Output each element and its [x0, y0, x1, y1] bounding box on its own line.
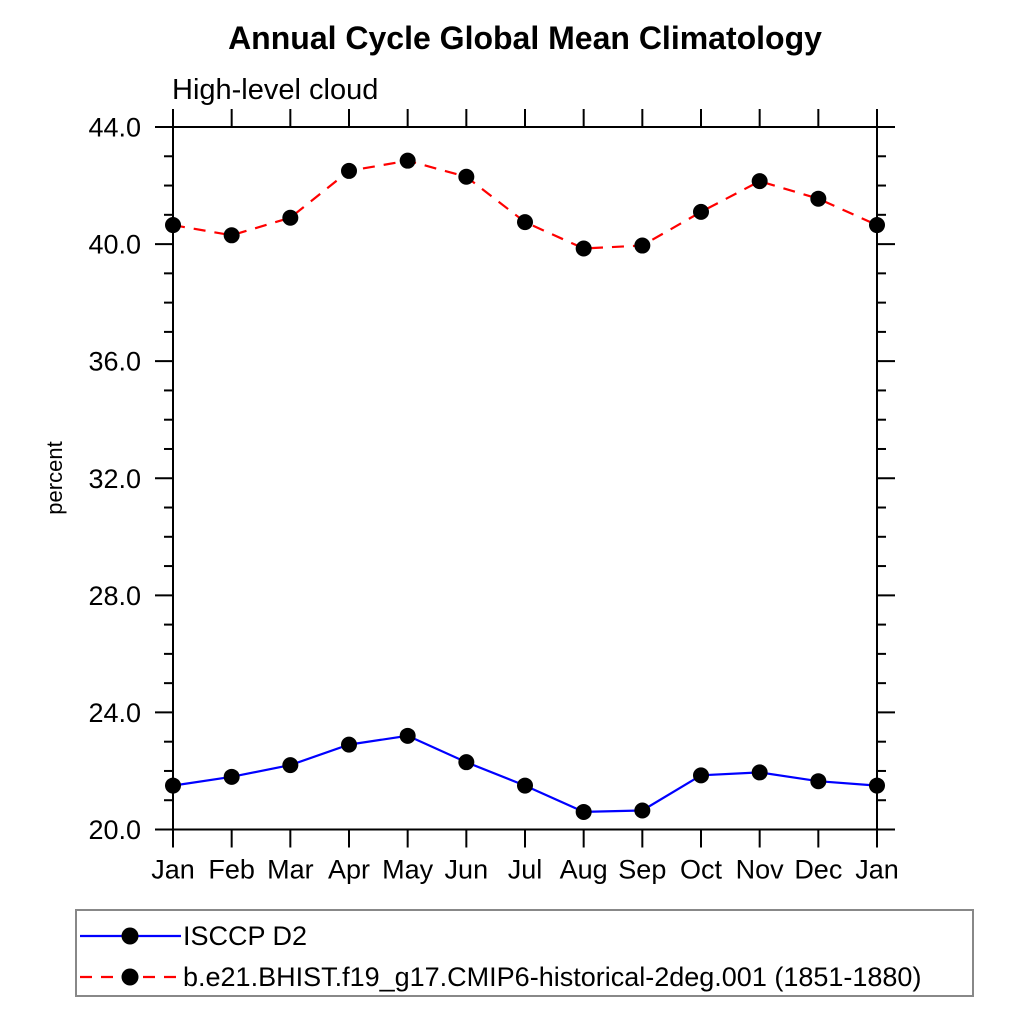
series-1-marker [869, 217, 885, 234]
x-tick-label: Feb [208, 855, 255, 885]
legend-box: ISCCP D2 b.e21.BHIST.f19_g17.CMIP6-histo… [75, 909, 974, 997]
legend-marker-icon [121, 968, 139, 986]
series-1-marker [575, 240, 592, 257]
y-tick-label: 36.0 [88, 347, 141, 377]
x-tick-label: May [382, 855, 434, 885]
legend-line-sample [80, 968, 181, 986]
series-0-marker [693, 767, 709, 784]
x-tick-label: Dec [794, 855, 842, 885]
chart-title: Annual Cycle Global Mean Climatology [228, 20, 822, 56]
plot-frame [172, 126, 878, 831]
series-1-marker [223, 227, 240, 244]
series-1-marker [341, 162, 357, 179]
series-0-marker [810, 773, 827, 790]
y-tick-label: 28.0 [88, 581, 141, 611]
legend-marker-icon [121, 927, 139, 945]
legend-line-sample [80, 927, 181, 945]
series-1-marker [458, 168, 475, 185]
legend-item-isccp: ISCCP D2 [78, 921, 308, 951]
series-0-marker [341, 736, 357, 753]
series-1-marker [810, 190, 827, 207]
series-0-marker [399, 727, 416, 744]
series-1-marker [165, 217, 181, 234]
series-1-marker [693, 203, 709, 220]
x-tick-label: Jul [508, 855, 543, 885]
series-0-marker [165, 777, 181, 794]
legend-label: ISCCP D2 [183, 921, 308, 951]
x-tick-label: Aug [560, 855, 608, 885]
series-0-marker [751, 764, 768, 781]
legend-label: b.e21.BHIST.f19_g17.CMIP6-historical-2de… [183, 962, 922, 992]
x-tick-label: Sep [618, 855, 666, 885]
series-line-0 [172, 734, 878, 814]
series-1-marker [751, 173, 768, 190]
x-tick-label: Oct [680, 855, 723, 885]
x-tick-label: Apr [328, 855, 370, 885]
series-line-1 [172, 159, 878, 250]
x-tick-label: Jan [151, 855, 195, 885]
y-tick-label: 44.0 [88, 113, 141, 143]
series-0-marker [869, 777, 885, 794]
series-0-marker [282, 757, 299, 774]
series-0-marker [634, 802, 651, 819]
series-1-marker [634, 237, 651, 254]
x-tick-label: Mar [267, 855, 314, 885]
x-tick-label: Jun [445, 855, 489, 885]
series-0-marker [223, 768, 240, 785]
series-0-marker [575, 803, 592, 820]
y-tick-label: 20.0 [88, 815, 141, 845]
y-tick-label: 40.0 [88, 230, 141, 260]
x-tick-label: Jan [855, 855, 899, 885]
series-1-marker [282, 209, 299, 226]
series-1-marker [517, 214, 533, 231]
x-tick-label: Nov [736, 855, 785, 885]
series-0-marker [517, 777, 533, 794]
chart-subtitle: High-level cloud [172, 74, 379, 106]
y-tick-label: 24.0 [88, 698, 141, 728]
series-0-marker [458, 754, 475, 771]
legend-item-model: b.e21.BHIST.f19_g17.CMIP6-historical-2de… [78, 962, 922, 992]
y-tick-label: 32.0 [88, 464, 141, 494]
series-1-marker [399, 152, 416, 169]
